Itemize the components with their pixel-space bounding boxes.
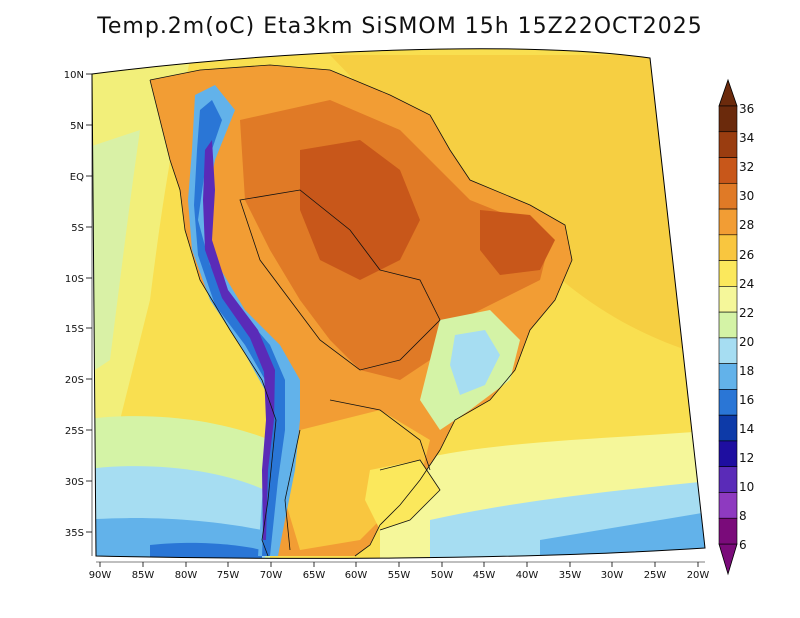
pacific-coastline bbox=[149, 79, 277, 557]
colorbar-segment bbox=[718, 414, 738, 442]
colorbar-segment bbox=[718, 208, 738, 236]
pacific-cool-zone bbox=[92, 130, 140, 380]
colorbar-segment bbox=[718, 466, 738, 493]
lat-label: 30S bbox=[65, 477, 84, 488]
colorbar-label: 10 bbox=[739, 480, 754, 494]
colorbar-segment bbox=[718, 492, 738, 519]
colorbar-label: 32 bbox=[739, 160, 754, 174]
lat-label: 35S bbox=[65, 528, 84, 539]
colorbar-label: 26 bbox=[739, 248, 754, 262]
lon-label: 80W bbox=[175, 570, 198, 581]
colorbar-label: 14 bbox=[739, 422, 754, 436]
border-chile-argentina bbox=[284, 429, 301, 551]
colorbar-segment bbox=[718, 440, 738, 468]
lon-label: 75W bbox=[217, 570, 240, 581]
border-paraguay bbox=[329, 399, 431, 471]
colorbar-label: 34 bbox=[739, 131, 754, 145]
south-atlantic-cold-zone bbox=[540, 510, 705, 559]
southern-cone-warm bbox=[285, 410, 430, 550]
lat-label: 5S bbox=[71, 223, 84, 234]
colorbar-label: 18 bbox=[739, 364, 754, 378]
domain-outline bbox=[91, 48, 706, 559]
amazon-hottest-zone bbox=[300, 140, 420, 280]
colorbar-segments bbox=[718, 105, 738, 545]
latitude-ticks bbox=[86, 73, 92, 533]
colorbar-label: 30 bbox=[739, 189, 754, 203]
lat-label: EQ bbox=[70, 172, 84, 183]
border-brazil-west bbox=[239, 189, 441, 371]
lon-label: 40W bbox=[516, 570, 539, 581]
colorbar-label: 12 bbox=[739, 451, 754, 465]
lon-label: 55W bbox=[388, 570, 411, 581]
colorbar-segment bbox=[718, 311, 738, 339]
colorbar-segment bbox=[718, 260, 738, 287]
lon-label: 65W bbox=[303, 570, 326, 581]
lat-label: 10S bbox=[65, 274, 84, 285]
colorbar-label: 16 bbox=[739, 393, 754, 407]
south-pacific-coldest-zone bbox=[150, 542, 262, 559]
colorbar-segment bbox=[718, 105, 738, 133]
colorbar-segment bbox=[718, 131, 738, 158]
map-title: Temp.2m(oC) Eta3km SiSMOM 15h 15Z22OCT20… bbox=[97, 14, 703, 39]
colorbar-label: 6 bbox=[739, 538, 747, 552]
colorbar-max-arrow bbox=[718, 78, 738, 107]
colorbar-label: 22 bbox=[739, 306, 754, 320]
andes-coldest-belt bbox=[203, 140, 275, 540]
lat-label: 5N bbox=[70, 121, 84, 132]
colorbar-segment bbox=[718, 389, 738, 416]
lon-label: 90W bbox=[89, 570, 112, 581]
colorbar-segment bbox=[718, 157, 738, 184]
country-borders bbox=[149, 64, 573, 557]
border-uruguay bbox=[379, 459, 441, 531]
lon-label: 60W bbox=[345, 570, 368, 581]
colorbar-label: 28 bbox=[739, 218, 754, 232]
atlantic-coastline bbox=[149, 64, 573, 557]
lon-label: 45W bbox=[473, 570, 496, 581]
lon-label: 85W bbox=[132, 570, 155, 581]
latitude-labels: 10N 5N EQ 5S 10S 15S 20S 25S 30S 35S bbox=[64, 70, 84, 539]
colorbar-segment bbox=[718, 517, 738, 545]
lat-label: 25S bbox=[65, 426, 84, 437]
lon-label: 70W bbox=[260, 570, 283, 581]
colorbar-labels: 36 34 32 30 28 26 24 22 20 18 16 14 12 1… bbox=[739, 102, 754, 552]
colorbar-segment bbox=[718, 363, 738, 390]
colorbar-segment bbox=[718, 182, 738, 210]
lon-label: 20W bbox=[687, 570, 710, 581]
colorbar-label: 20 bbox=[739, 335, 754, 349]
lon-label: 50W bbox=[431, 570, 454, 581]
lat-label: 20S bbox=[65, 375, 84, 386]
lon-label: 35W bbox=[559, 570, 582, 581]
lon-label: 30W bbox=[601, 570, 624, 581]
longitude-labels: 90W 85W 80W 75W 70W 65W 60W 55W 50W 45W … bbox=[89, 570, 710, 581]
andes-cold-belt bbox=[194, 100, 285, 556]
colorbar-label: 24 bbox=[739, 277, 754, 291]
longitude-ticks bbox=[99, 562, 699, 567]
temperature-field bbox=[92, 48, 705, 559]
colorbar-label: 8 bbox=[739, 509, 747, 523]
colorbar-segment bbox=[718, 337, 738, 364]
colorbar-min-arrow bbox=[718, 543, 738, 576]
colorbar-segment bbox=[718, 234, 738, 261]
lat-label: 10N bbox=[64, 70, 84, 81]
lat-label: 15S bbox=[65, 324, 84, 335]
colorbar-segment bbox=[718, 286, 738, 313]
colorbar-label: 36 bbox=[739, 102, 754, 116]
northeast-hottest-zone bbox=[480, 210, 555, 275]
southeast-highlands-cool bbox=[450, 330, 500, 395]
lon-label: 25W bbox=[644, 570, 667, 581]
colorbar: 36 34 32 30 28 26 24 22 20 18 16 14 12 1… bbox=[718, 78, 754, 576]
